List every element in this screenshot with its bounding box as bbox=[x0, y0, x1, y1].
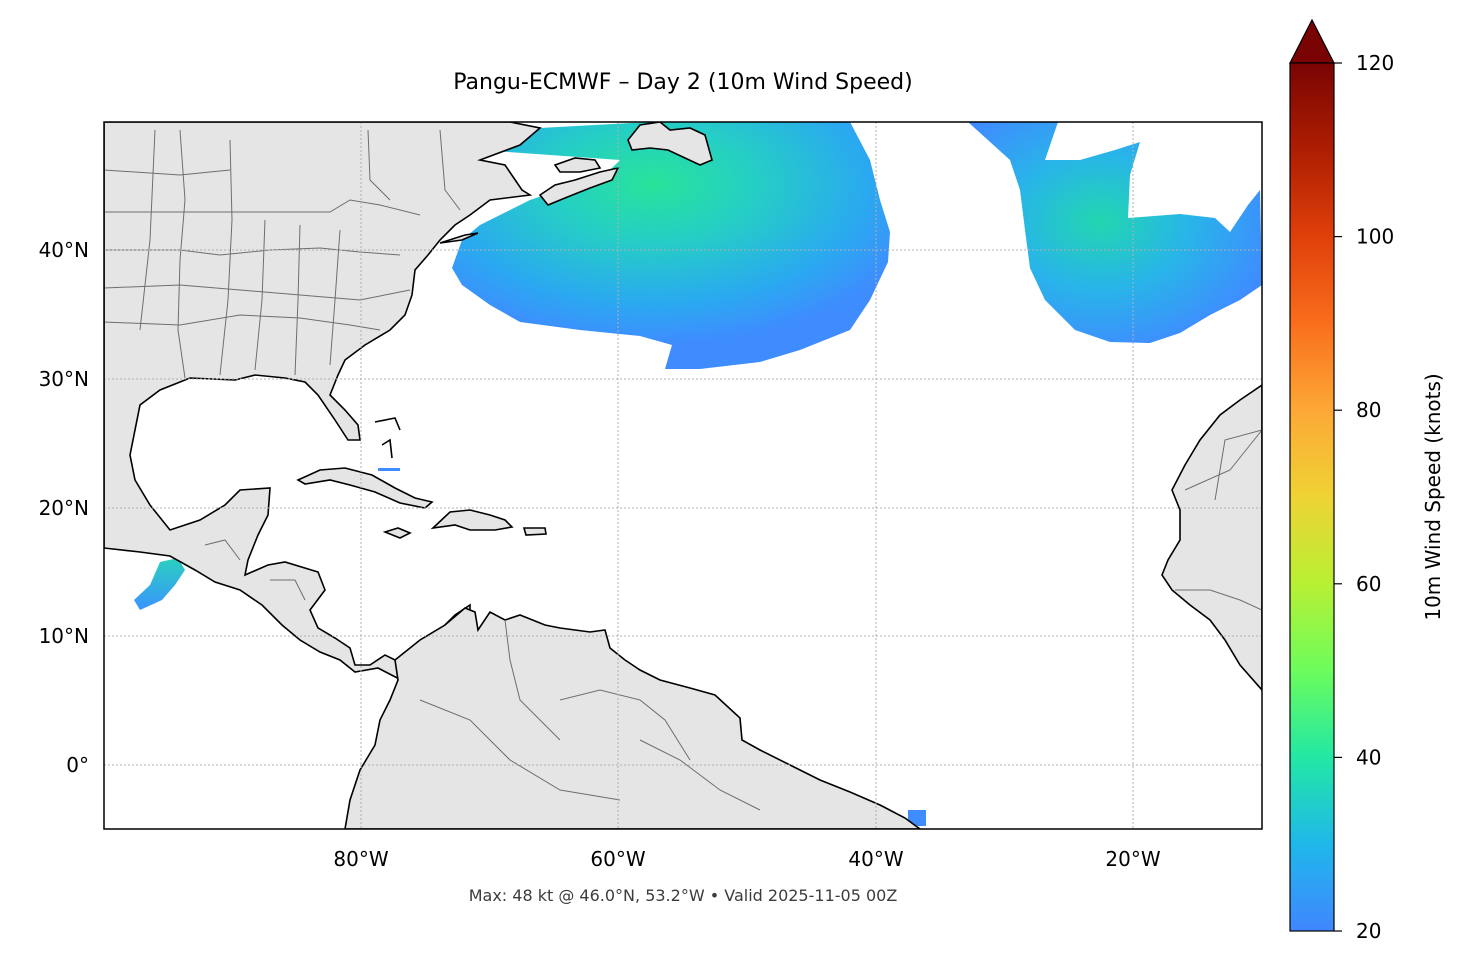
nova-scotia bbox=[538, 166, 620, 206]
map-title: Pangu-ECMWF – Day 2 (10m Wind Speed) bbox=[453, 70, 913, 95]
lat-tick-label: 40°N bbox=[39, 238, 89, 262]
wind-field-nw-atlantic bbox=[452, 122, 890, 369]
map-frame bbox=[103, 121, 1263, 830]
colorbar-label: 10m Wind Speed (knots) bbox=[1421, 373, 1445, 620]
wind-field-speck bbox=[908, 810, 926, 826]
bahamas bbox=[374, 417, 401, 459]
hispaniola bbox=[430, 509, 514, 531]
newfoundland bbox=[627, 122, 713, 166]
gridlines bbox=[104, 122, 1262, 829]
colorbar-extend-arrow bbox=[1289, 18, 1335, 64]
jamaica bbox=[382, 527, 412, 539]
colorbar-tick-label: 60 bbox=[1356, 572, 1381, 596]
colorbar-ticks: 20 40 60 80 100 120 bbox=[1334, 51, 1394, 943]
lat-tick-label: 0° bbox=[66, 753, 89, 777]
wind-field-gulf-of-tehuantepec bbox=[134, 558, 185, 610]
long-island bbox=[439, 232, 479, 244]
colorbar-gradient bbox=[1289, 62, 1335, 932]
colorbar-tick-label: 80 bbox=[1356, 398, 1381, 422]
lat-tick-labels: 40°N 30°N 20°N 10°N 0° bbox=[39, 238, 89, 777]
lon-tick-label: 60°W bbox=[590, 847, 645, 871]
colorbar-tick-label: 20 bbox=[1356, 919, 1381, 943]
map-content bbox=[104, 122, 1262, 829]
lat-tick-label: 30°N bbox=[39, 367, 89, 391]
colorbar: 20 40 60 80 100 120 10m Wind Speed (knots) bbox=[1289, 18, 1445, 943]
wind-field-speck bbox=[378, 468, 400, 471]
south-america-landmass bbox=[344, 607, 922, 829]
lon-tick-label: 40°W bbox=[848, 847, 903, 871]
north-america-landmass bbox=[104, 122, 542, 683]
lat-tick-label: 20°N bbox=[39, 496, 89, 520]
lon-tick-label: 20°W bbox=[1105, 847, 1160, 871]
colorbar-tick-label: 100 bbox=[1356, 225, 1394, 249]
cuba bbox=[296, 467, 434, 509]
lat-tick-label: 10°N bbox=[39, 624, 89, 648]
max-wind-footnote: Max: 48 kt @ 46.0°N, 53.2°W • Valid 2025… bbox=[468, 886, 898, 905]
wind-field-ne-atlantic bbox=[968, 122, 1262, 343]
cape-breton bbox=[553, 157, 602, 173]
lon-tick-label: 80°W bbox=[333, 847, 388, 871]
lon-tick-labels: 80°W 60°W 40°W 20°W bbox=[333, 847, 1160, 871]
colorbar-tick-label: 40 bbox=[1356, 745, 1381, 769]
puerto-rico bbox=[522, 527, 547, 536]
colorbar-tick-label: 120 bbox=[1356, 51, 1394, 75]
